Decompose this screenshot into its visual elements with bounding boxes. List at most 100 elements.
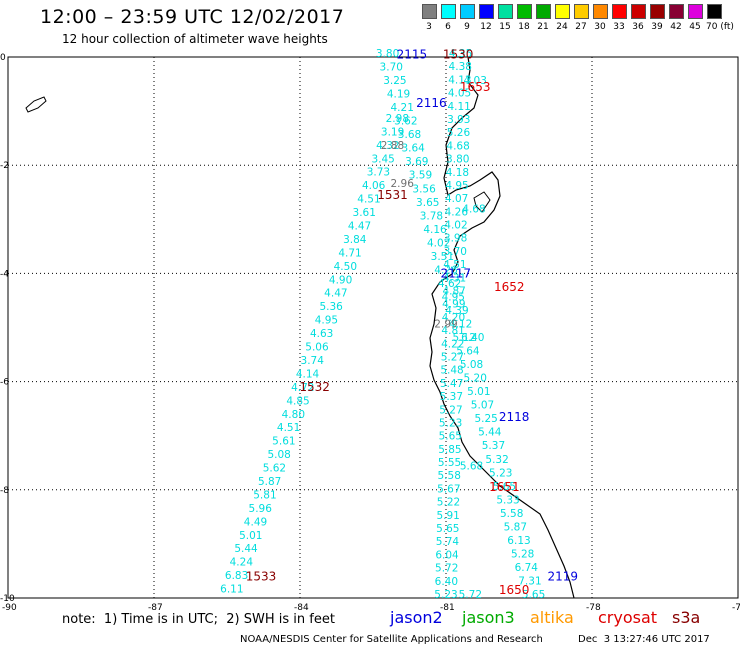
pass-time-label: 2117 [440,266,471,280]
wave-height-value: 4.81 [441,325,464,337]
wave-height-value: 3.73 [367,167,390,179]
scale-label: 39 [651,22,663,32]
wave-height-value: 4.35 [449,48,472,60]
wave-height-value: 4.21 [391,102,414,114]
wave-height-value: 5.36 [319,301,343,313]
pass-time-label: 1533 [246,569,277,583]
longitude-tick-label: -87 [148,603,163,613]
coastline [429,56,575,599]
wave-height-value: 5.81 [253,489,276,501]
wave-height-value: 5.06 [305,342,329,354]
wave-height-value: 2.99 [434,319,457,331]
scale-swatch [517,4,532,19]
pass-time-label: 2116 [416,96,447,110]
pass-time-label: 2119 [548,569,579,583]
satellite-legend-jason2: jason2 [390,608,443,627]
scale-swatch [574,4,589,19]
wave-height-value: 4.26 [445,206,469,218]
wave-height-value: 4.95 [315,315,338,327]
map-subtitle: 12 hour collection of altimeter wave hei… [62,32,328,46]
wave-height-value: 5.01 [239,530,262,542]
wave-height-value: 4.68 [446,140,469,152]
wave-height-value: 5.23 [434,589,457,601]
scale-swatch [688,4,703,19]
wave-height-value: 3.68 [398,129,421,141]
wave-height-value: 5.07 [471,400,494,412]
generation-timestamp: Dec 3 13:27:46 UTC 2017 [578,634,710,645]
wave-height-value: 5.01 [467,386,490,398]
wave-height-value: 5.27 [439,404,462,416]
wave-height-value: 3.64 [401,143,425,155]
scale-label: 21 [537,22,549,32]
scale-swatch [498,4,513,19]
wave-height-value: 5.25 [474,413,497,425]
wave-height-value: 3.62 [394,116,417,128]
wave-height-value: 2.88 [381,140,404,152]
wave-height-value: 4.62 [438,278,461,290]
wave-height-value: 4.19 [387,89,410,101]
island-coastline [25,96,47,113]
wave-height-value: 5.87 [504,521,527,533]
wave-height-value: 5.20 [464,373,487,385]
scale-label: 6 [445,22,451,32]
wave-height-value: 5.68 [460,461,483,473]
wave-height-value: 5.12 [453,332,476,344]
longitude-tick-label: -90 [2,603,17,613]
wave-height-value: 5.23 [439,417,462,429]
wave-height-value: 4.16 [423,224,447,236]
pass-time-label: 1530 [443,47,474,61]
wave-height-value: 4.14 [296,368,320,380]
wave-height-value: 5.64 [456,346,480,358]
wave-height-value: 4.72 [291,382,314,394]
satellite-legend-cryosat: cryosat [598,608,658,627]
wave-height-value: 5.23 [489,467,512,479]
wave-height-value: 4.51 [357,194,380,206]
wave-height-value: 5.67 [437,483,460,495]
wave-height-value: 5.61 [272,436,295,448]
scale-label: 15 [499,22,511,32]
wave-height-value: 5.26 [447,127,471,139]
wave-height-value: 6.83 [225,570,248,582]
wave-height-value: 4.06 [362,180,386,192]
scale-swatch [593,4,608,19]
wave-height-value: 4.80 [282,409,305,421]
wave-height-value: 5.22 [437,497,460,509]
wave-height-value: 5.58 [438,470,461,482]
wave-height-value: 3.51 [431,251,454,263]
wave-height-value: 4.50 [334,261,357,273]
credit-line: NOAA/NESDIS Center for Satellite Applica… [240,634,543,645]
wave-height-value: 3.65 [416,197,439,209]
wave-height-value: 5.55 [438,457,461,469]
wave-height-value: 4.03 [464,75,487,87]
scale-swatch [650,4,665,19]
wave-height-value: 4.26 [434,264,458,276]
wave-height-value: 4.02 [444,220,467,232]
wave-height-value: 4.18 [446,167,469,179]
footer-note: note: 1) Time is in UTC; 2) SWH is in fe… [62,612,335,627]
satellite-legend-s3a: s3a [672,608,701,627]
map-frame [7,56,739,599]
wave-height-value: 3.61 [353,207,376,219]
scale-label: 27 [575,22,587,32]
wave-height-value: 5.85 [438,444,461,456]
wave-height-value: 4.47 [324,288,347,300]
wave-height-value: 4.71 [338,247,361,259]
scale-label: 24 [556,22,568,32]
wave-height-value: 4.47 [348,221,371,233]
wave-height-value: 3.80 [376,48,399,60]
graticule: -90 -87 -84 -81 -78 -75 0 -2 -4 -6 -8 -10 [0,53,740,613]
wave-height-value: 4.07 [445,193,468,205]
latitude-tick-label: -4 [0,269,9,279]
wave-height-value: 4.05 [448,88,471,100]
latitude-tick-label: -10 [0,594,15,604]
wave-height-value: 5.47 [440,378,463,390]
wave-height-value: 5.28 [511,548,534,560]
wave-height-value: 4.38 [449,61,472,73]
wave-height-value: 5.58 [500,508,523,520]
wave-height-value: 6.11 [220,584,243,596]
wave-height-value: 5.62 [263,463,286,475]
pass-time-label: 2118 [499,410,530,424]
longitude-tick-label: -78 [586,603,601,613]
wave-height-value: 3.70 [380,62,403,74]
wave-height-value: 6.74 [515,562,539,574]
